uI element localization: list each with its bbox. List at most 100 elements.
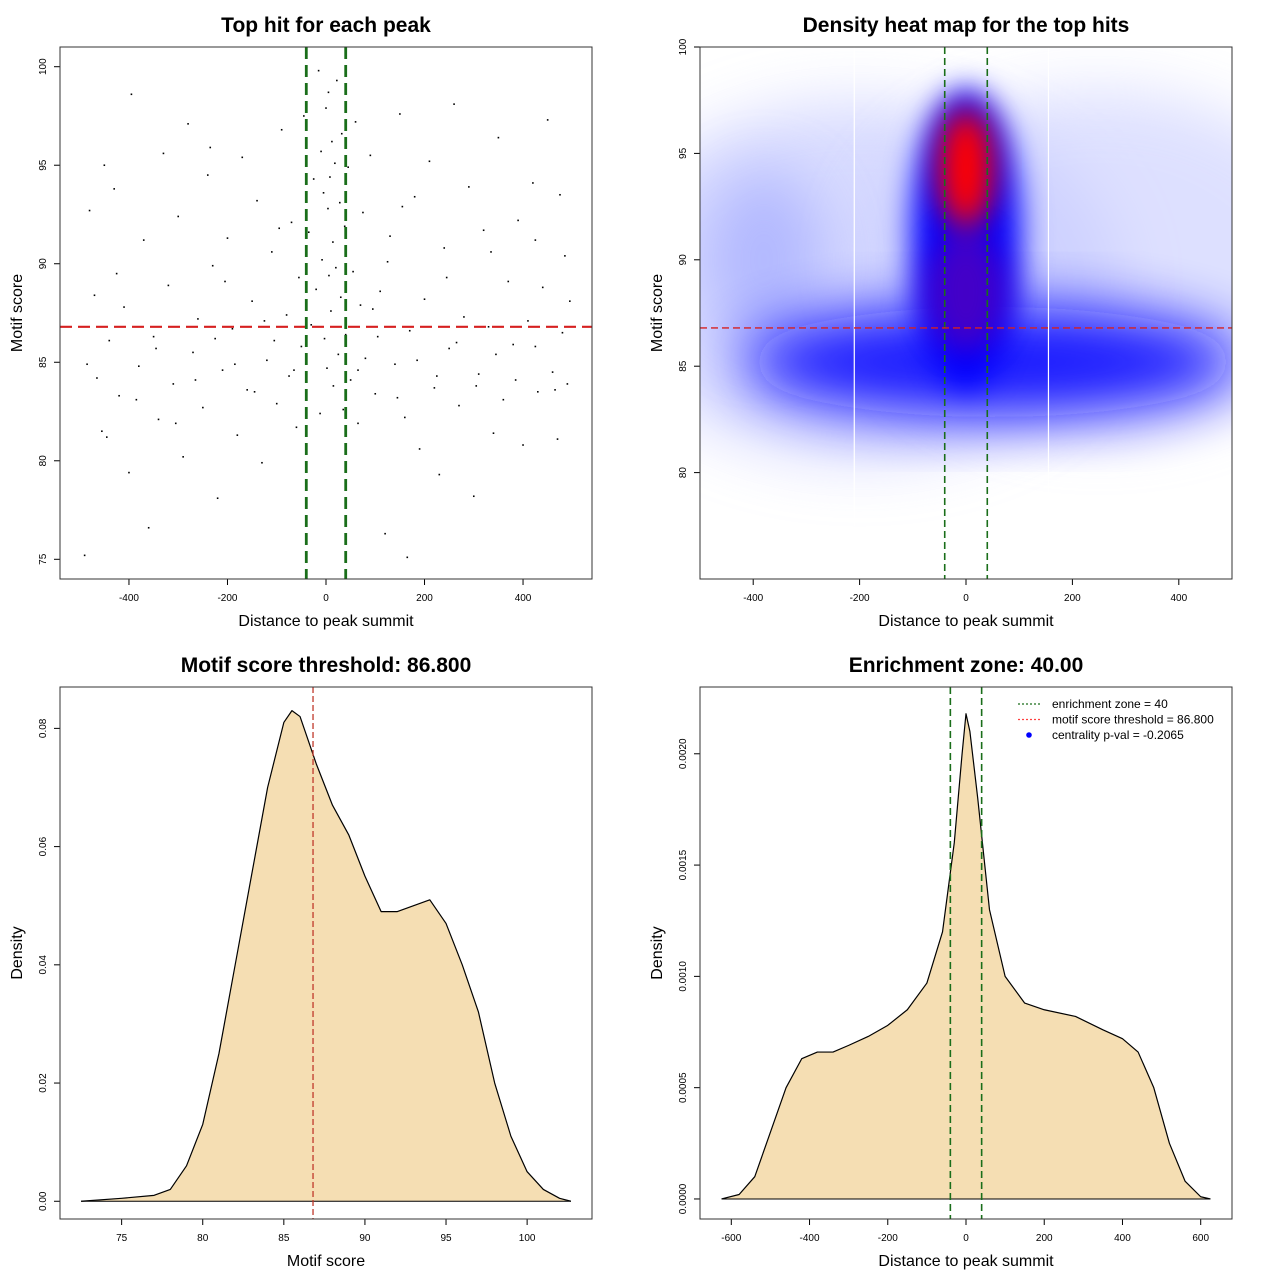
y-tick-label: 90 bbox=[38, 258, 49, 270]
scatter-point bbox=[389, 235, 391, 237]
scatter-point bbox=[490, 251, 492, 253]
scatter-point bbox=[436, 375, 438, 377]
scatter-point bbox=[354, 121, 357, 123]
y-tick-label: 75 bbox=[38, 553, 49, 565]
scatter-point bbox=[534, 345, 537, 348]
scatter-point bbox=[331, 140, 333, 143]
scatter-point bbox=[224, 280, 226, 283]
scatter-point bbox=[495, 353, 497, 356]
panel2-title: Density heat map for the top hits bbox=[803, 14, 1130, 37]
scatter-point bbox=[315, 288, 317, 291]
scatter-point bbox=[428, 160, 431, 163]
scatter-point bbox=[423, 298, 426, 301]
scatter-point bbox=[492, 432, 495, 434]
scatter-point bbox=[408, 329, 411, 332]
scatter-point bbox=[445, 276, 448, 279]
scatter-point bbox=[448, 347, 450, 350]
scatter-point bbox=[399, 113, 401, 115]
y-tick-label: 0.0020 bbox=[678, 738, 689, 769]
scatter-point bbox=[386, 260, 389, 263]
y-tick-label: 95 bbox=[678, 147, 689, 159]
density-area bbox=[81, 710, 571, 1202]
plot-frame bbox=[699, 46, 1233, 580]
scatter-point bbox=[312, 178, 315, 180]
scatter-point bbox=[556, 438, 559, 440]
scatter-point bbox=[342, 408, 345, 411]
scatter-point bbox=[128, 471, 130, 474]
scatter-point bbox=[336, 79, 338, 82]
x-tick-label: 100 bbox=[519, 1233, 536, 1244]
scatter-point bbox=[231, 327, 234, 330]
x-tick-label: 85 bbox=[278, 1233, 290, 1244]
scatter-point bbox=[514, 379, 517, 381]
scatter-point bbox=[253, 391, 256, 393]
scatter-point bbox=[564, 255, 566, 257]
legend-entry: motif score threshold = 86.800 bbox=[1052, 713, 1214, 727]
scatter-point bbox=[246, 389, 248, 391]
scatter-point bbox=[561, 331, 564, 334]
scatter-point bbox=[236, 434, 239, 436]
scatter-point bbox=[214, 337, 216, 340]
density-curve bbox=[721, 713, 1211, 1200]
scatter-point bbox=[443, 247, 446, 249]
scatter-point bbox=[138, 365, 140, 367]
scatter-point bbox=[261, 461, 263, 464]
scatter-point bbox=[88, 209, 91, 212]
panel1-title: Top hit for each peak bbox=[221, 14, 431, 37]
scatter-point bbox=[320, 150, 322, 153]
scatter-point bbox=[113, 188, 115, 190]
scatter-point bbox=[280, 128, 283, 131]
y-tick-label: 0.0005 bbox=[678, 1072, 689, 1103]
scatter-point bbox=[194, 379, 197, 381]
scatter-point bbox=[335, 266, 337, 269]
scatter-point bbox=[332, 241, 334, 243]
scatter-point bbox=[546, 119, 549, 121]
heatmap-density-high bbox=[926, 231, 1006, 352]
scatter-point bbox=[130, 93, 133, 96]
x-tick-label: 200 bbox=[1036, 1233, 1053, 1244]
scatter-point bbox=[271, 251, 273, 253]
scatter-point bbox=[155, 347, 157, 350]
scatter-point bbox=[401, 205, 404, 208]
x-tick-label: 0 bbox=[963, 1233, 969, 1244]
scatter-point bbox=[376, 335, 379, 338]
scatter-point bbox=[343, 225, 346, 228]
scatter-point bbox=[497, 136, 500, 139]
y-tick-label: 0.0010 bbox=[678, 961, 689, 992]
y-tick-label: 0.0000 bbox=[678, 1183, 689, 1214]
scatter-point bbox=[566, 383, 569, 385]
scatter-point bbox=[273, 339, 276, 342]
scatter-point bbox=[206, 174, 209, 176]
scatter-point bbox=[334, 162, 336, 165]
y-tick-label: 80 bbox=[678, 467, 689, 479]
scatter-point bbox=[332, 385, 335, 387]
y-tick-label: 80 bbox=[38, 455, 49, 467]
x-tick-label: 75 bbox=[116, 1233, 128, 1244]
scatter-point bbox=[303, 115, 305, 117]
density-curve bbox=[81, 710, 572, 1202]
y-tick-label: 0.02 bbox=[38, 1073, 49, 1093]
scatter-point bbox=[396, 396, 399, 399]
scatter-point bbox=[115, 272, 118, 275]
scatter-point bbox=[182, 456, 184, 458]
x-tick-label: 200 bbox=[416, 593, 433, 604]
panel4-ylabel: Density bbox=[649, 926, 666, 979]
y-tick-label: 0.00 bbox=[38, 1191, 49, 1211]
scatter-point bbox=[221, 369, 224, 371]
plot-marks: -400 -200 0 200 400 75 80 85 90 95 100 -400 -200 0 200… bbox=[38, 38, 1233, 1244]
scatter-point bbox=[404, 416, 406, 419]
scatter-point bbox=[554, 389, 556, 391]
x-tick-label: -200 bbox=[850, 593, 870, 604]
scatter-point bbox=[118, 394, 120, 397]
scatter-point bbox=[532, 182, 534, 184]
x-tick-label: -400 bbox=[743, 593, 763, 604]
x-tick-label: -600 bbox=[721, 1233, 741, 1244]
scatter-point bbox=[522, 444, 524, 446]
scatter-point bbox=[135, 398, 138, 401]
scatter-point bbox=[86, 363, 88, 366]
scatter-point bbox=[329, 176, 331, 178]
x-tick-label: -400 bbox=[119, 593, 139, 604]
scatter-point bbox=[234, 363, 236, 366]
scatter-point bbox=[251, 300, 253, 302]
